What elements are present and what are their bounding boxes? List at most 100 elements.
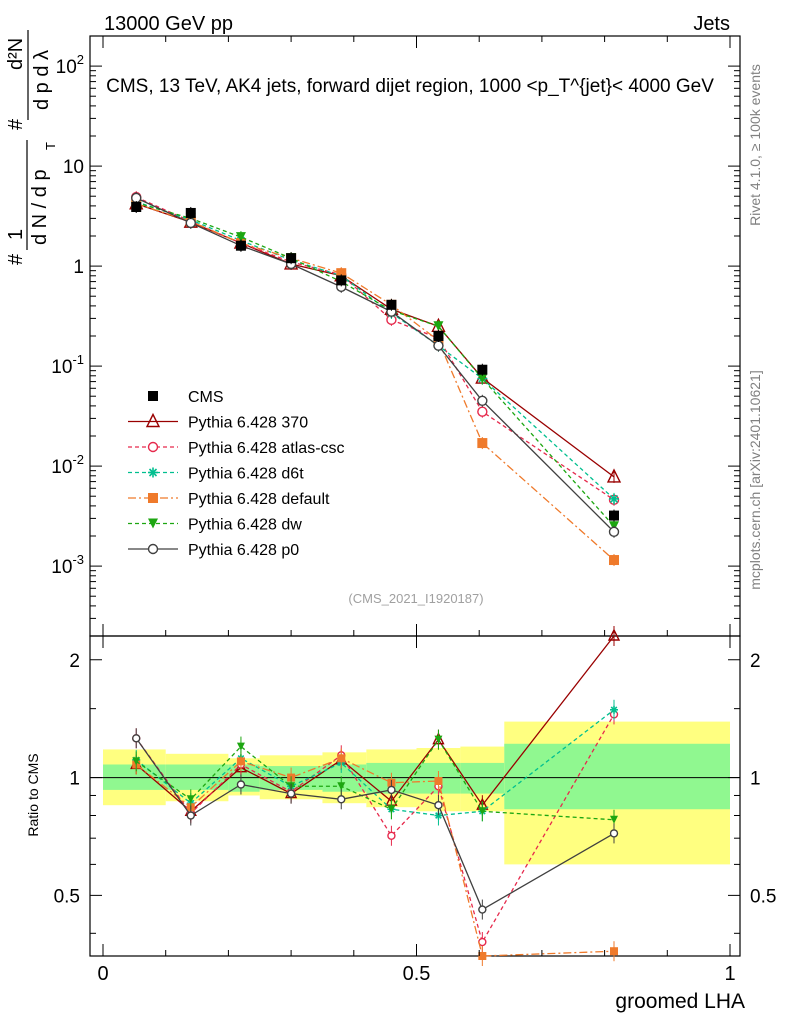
- ratio-tick-label-right: 2: [750, 651, 761, 672]
- data-point: [609, 510, 620, 521]
- ratio-tick-label-left: 2: [69, 651, 80, 672]
- ylabel-subscript-T: T: [43, 142, 58, 150]
- y-tick-label: 10-3: [51, 552, 84, 578]
- series-line: [136, 203, 615, 478]
- rivet-version-label: Rivet 4.1.0, ≥ 100k events: [747, 64, 763, 226]
- legend-label-5: Pythia 6.428 dw: [188, 517, 302, 534]
- x-axis-label: groomed LHA: [615, 990, 745, 1013]
- legend-marker: [148, 467, 158, 478]
- star-stroke: [610, 706, 618, 714]
- data-point: [609, 555, 620, 566]
- star-stroke: [435, 812, 442, 819]
- series-2: [131, 191, 620, 506]
- legend-marker: [145, 412, 161, 428]
- ratio-plot-frame: [89, 635, 741, 957]
- series-0: [131, 200, 620, 522]
- data-point: [477, 373, 488, 384]
- ratio-point: [434, 735, 443, 744]
- ylabel-denominator: d N / d p: [29, 169, 51, 245]
- star-stroke: [148, 468, 158, 477]
- data-point: [433, 321, 444, 332]
- ylabel-dpt-dlambda: d p d λ: [31, 50, 53, 110]
- ratio-point: [387, 831, 396, 840]
- ratio-point: [607, 628, 621, 641]
- axis-ticks: 0 0.5 1 10-3 10-2 10-1 1 10 102 0.5 0.5 1 1 2 2: [51, 35, 776, 985]
- ratio-y-axis-label: Ratio to CMS: [25, 753, 41, 836]
- data-point: [185, 217, 196, 229]
- ratio-point: [186, 795, 195, 804]
- ratio-point: [236, 780, 246, 789]
- data-point: [477, 406, 488, 417]
- main-y-axis-label: # 1 d N / d p T # d²N d p d λ: [5, 30, 58, 265]
- data-point: [185, 207, 196, 218]
- data-point: [477, 438, 488, 449]
- ylabel-hash-2: #: [5, 118, 27, 130]
- ratio-point: [132, 757, 141, 766]
- ratio-point: [337, 754, 346, 763]
- ratio-uncertainty-bands: [103, 721, 730, 865]
- y-tick-label: 10-2: [51, 452, 84, 478]
- data-point: [433, 331, 444, 341]
- band-green-bin-8: [504, 743, 730, 810]
- ratio-point: [186, 811, 195, 820]
- star-stroke: [609, 494, 619, 503]
- ratio-series-layer: [130, 626, 621, 966]
- legend-label-4: Pythia 6.428 default: [188, 491, 330, 508]
- series-line: [136, 203, 615, 561]
- ylabel-d2N: d²N: [5, 38, 27, 70]
- data-point: [286, 253, 297, 264]
- legend-label-0: CMS: [188, 389, 224, 406]
- ratio-point: [387, 785, 396, 795]
- legend-marker: [148, 518, 158, 529]
- x-tick-label: 0: [97, 963, 108, 985]
- ratio-point: [610, 947, 619, 956]
- ratio-point: [337, 782, 346, 791]
- ratio-tick-label-left: 1: [69, 769, 80, 790]
- analysis-watermark: (CMS_2021_I1920187): [348, 591, 483, 606]
- series-3: [131, 195, 620, 505]
- series-4: [131, 197, 620, 567]
- header-right: Jets: [693, 13, 730, 35]
- data-point: [606, 468, 622, 483]
- legend-label-3: Pythia 6.428 d6t: [188, 466, 304, 483]
- data-point: [336, 275, 347, 286]
- chart-title: CMS, 13 TeV, AK4 jets, forward dijet reg…: [106, 76, 714, 97]
- data-point: [608, 526, 620, 538]
- ratio-line: [135, 709, 615, 817]
- legend-label-1: Pythia 6.428 370: [188, 415, 308, 432]
- data-point: [477, 395, 488, 406]
- legend-marker: [147, 441, 159, 453]
- ratio-point: [478, 807, 487, 816]
- ratio-point: [236, 757, 245, 766]
- ratio-point: [478, 952, 487, 960]
- data-point: [235, 240, 246, 251]
- ratio-point: [610, 815, 619, 824]
- ratio-point: [132, 734, 141, 743]
- data-point: [336, 268, 347, 279]
- data-point: [609, 493, 620, 504]
- ylabel-hash-1: #: [5, 253, 27, 265]
- ylabel-one: 1: [5, 229, 27, 240]
- ratio-tick-label-right: 0.5: [750, 886, 776, 907]
- data-point: [235, 232, 246, 243]
- x-tick-label: 0.5: [403, 963, 431, 985]
- legend-marker: [148, 391, 158, 401]
- data-point: [131, 201, 142, 212]
- y-tick-label: 1: [73, 257, 84, 278]
- legend-label-6: Pythia 6.428 p0: [188, 542, 299, 559]
- y-tick-label: 10: [63, 157, 84, 178]
- ratio-point: [434, 776, 443, 785]
- ratio-point: [387, 805, 396, 814]
- ratio-frame-border: [89, 635, 741, 957]
- x-tick-label: 1: [724, 963, 735, 985]
- data-point: [433, 340, 444, 351]
- ratio-point: [609, 829, 619, 838]
- legend-marker: [147, 543, 159, 555]
- data-point: [386, 299, 397, 310]
- ratio-tick-label-right: 1: [750, 769, 761, 790]
- legend: CMS Pythia 6.428 370 Pythia 6.428 atlas-cs…: [128, 389, 345, 559]
- y-tick-label: 10-1: [51, 352, 84, 378]
- ratio-point: [337, 795, 346, 804]
- ratio-point: [286, 789, 296, 798]
